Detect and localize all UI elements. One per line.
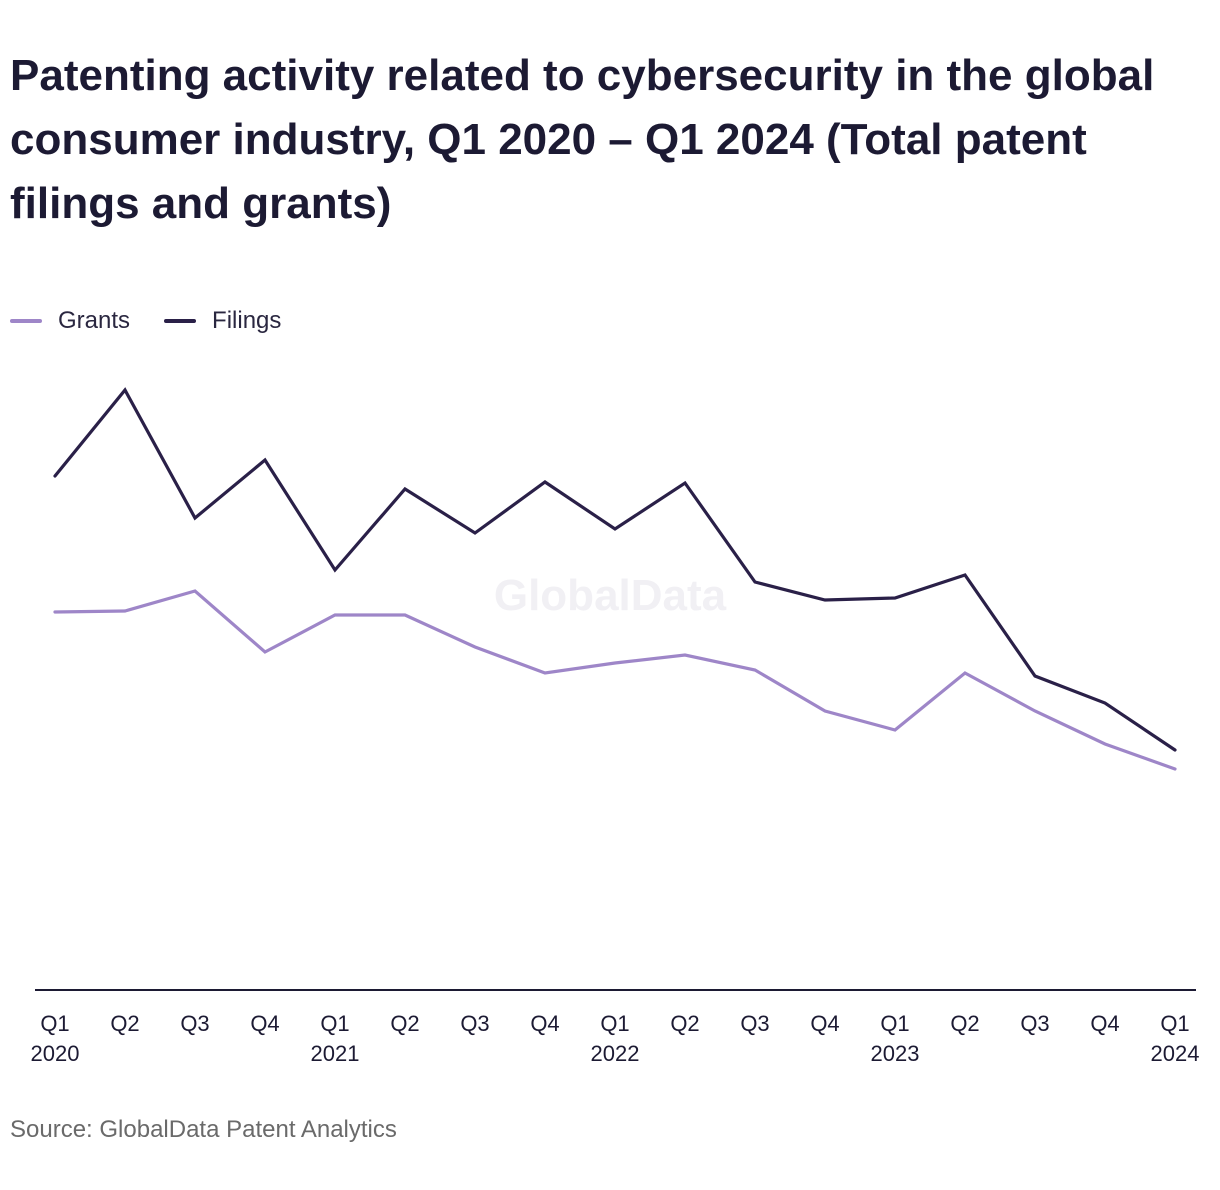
legend-item-grants: Grants bbox=[10, 307, 130, 335]
x-tick-label: Q1 bbox=[600, 1011, 629, 1036]
legend-swatch-grants bbox=[10, 319, 42, 323]
x-tick-label: Q4 bbox=[250, 1011, 279, 1036]
watermark-text: GlobalData bbox=[494, 571, 727, 620]
grants-line bbox=[53, 589, 1177, 771]
x-tick-label: Q2 bbox=[110, 1011, 139, 1036]
x-tick-label: Q1 bbox=[320, 1011, 349, 1036]
x-tick-label: Q2 bbox=[390, 1011, 419, 1036]
chart-legend: Grants Filings bbox=[10, 306, 315, 336]
x-tick-year-label: 2022 bbox=[591, 1041, 640, 1066]
x-tick-label: Q3 bbox=[1020, 1011, 1049, 1036]
x-tick-year-label: 2023 bbox=[871, 1041, 920, 1066]
x-tick-label: Q3 bbox=[180, 1011, 209, 1036]
legend-label-grants: Grants bbox=[58, 307, 131, 334]
filings-line bbox=[53, 387, 1177, 752]
x-tick-year-label: 2020 bbox=[31, 1041, 80, 1066]
x-tick-label: Q2 bbox=[670, 1011, 699, 1036]
x-tick-year-label: 2024 bbox=[1151, 1041, 1200, 1066]
x-tick-label: Q1 bbox=[40, 1011, 69, 1036]
line-chart: GlobalData Q1 2020 Q2 Q3 Q4 Q1 2021 Q2 Q3 Q4 Q1 2022… bbox=[31, 387, 1200, 1066]
legend-item-filings: Filings bbox=[164, 307, 281, 335]
source-note: Source: GlobalData Patent Analytics bbox=[10, 1116, 397, 1143]
x-tick-label: Q4 bbox=[1090, 1011, 1119, 1036]
x-tick-label: Q1 bbox=[1160, 1011, 1189, 1036]
x-tick-label: Q4 bbox=[810, 1011, 839, 1036]
x-tick-label: Q4 bbox=[530, 1011, 559, 1036]
x-tick-year-label: 2021 bbox=[311, 1041, 360, 1066]
legend-label-filings: Filings bbox=[212, 307, 282, 334]
x-tick-label: Q1 bbox=[880, 1011, 909, 1036]
x-tick-label: Q3 bbox=[740, 1011, 769, 1036]
chart-title: Patenting activity related to cybersecur… bbox=[10, 51, 1155, 228]
legend-swatch-filings bbox=[164, 319, 197, 323]
x-tick-label: Q2 bbox=[950, 1011, 979, 1036]
x-tick-label: Q3 bbox=[460, 1011, 489, 1036]
